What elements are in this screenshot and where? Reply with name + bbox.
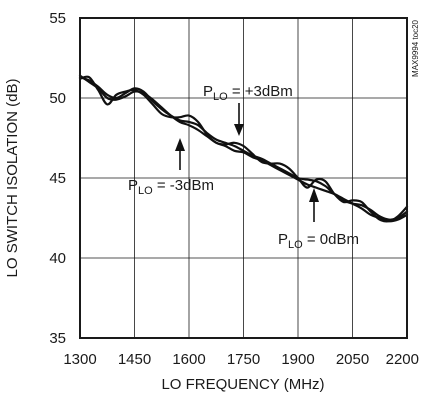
arrow-plo-plus3 xyxy=(234,103,244,136)
x-tick-label-3: 1750 xyxy=(227,351,260,368)
arrow-plo-0 xyxy=(309,188,319,222)
annotation-plo-plus3: PLO = +3dBm xyxy=(203,83,293,103)
x-tick-label-6: 2200 xyxy=(386,351,419,368)
plot-frame xyxy=(79,17,408,339)
y-tick-label-4: 55 xyxy=(49,10,66,27)
grid-lines xyxy=(80,18,407,338)
x-tick-label-1: 1450 xyxy=(118,351,151,368)
y-axis-title: LO SWITCH ISOLATION (dB) xyxy=(4,79,21,278)
y-tick-label-0: 35 xyxy=(49,330,66,347)
annotation-plo-0: PLO = 0dBm xyxy=(278,231,359,251)
series-line-2 xyxy=(78,75,409,223)
x-tick-label-2: 1600 xyxy=(172,351,205,368)
series-curves xyxy=(78,74,409,223)
x-axis-title: LO FREQUENCY (MHz) xyxy=(161,376,324,393)
arrow-plo-minus3 xyxy=(175,138,185,170)
x-tick-labels: 1300 1450 1600 1750 1900 2050 2200 xyxy=(63,351,419,368)
x-tick-label-5: 2050 xyxy=(336,351,369,368)
x-tick-label-0: 1300 xyxy=(63,351,96,368)
y-tick-label-1: 40 xyxy=(49,250,66,267)
y-tick-labels: 35 40 45 50 55 xyxy=(49,10,66,347)
x-tick-label-4: 1900 xyxy=(281,351,314,368)
annotation-plo-minus3: PLO = -3dBm xyxy=(128,177,214,197)
figure-id: MAX9994 toc20 xyxy=(411,19,420,76)
series-line-1 xyxy=(78,76,409,221)
y-tick-label-3: 50 xyxy=(49,90,66,107)
y-tick-label-2: 45 xyxy=(49,170,66,187)
